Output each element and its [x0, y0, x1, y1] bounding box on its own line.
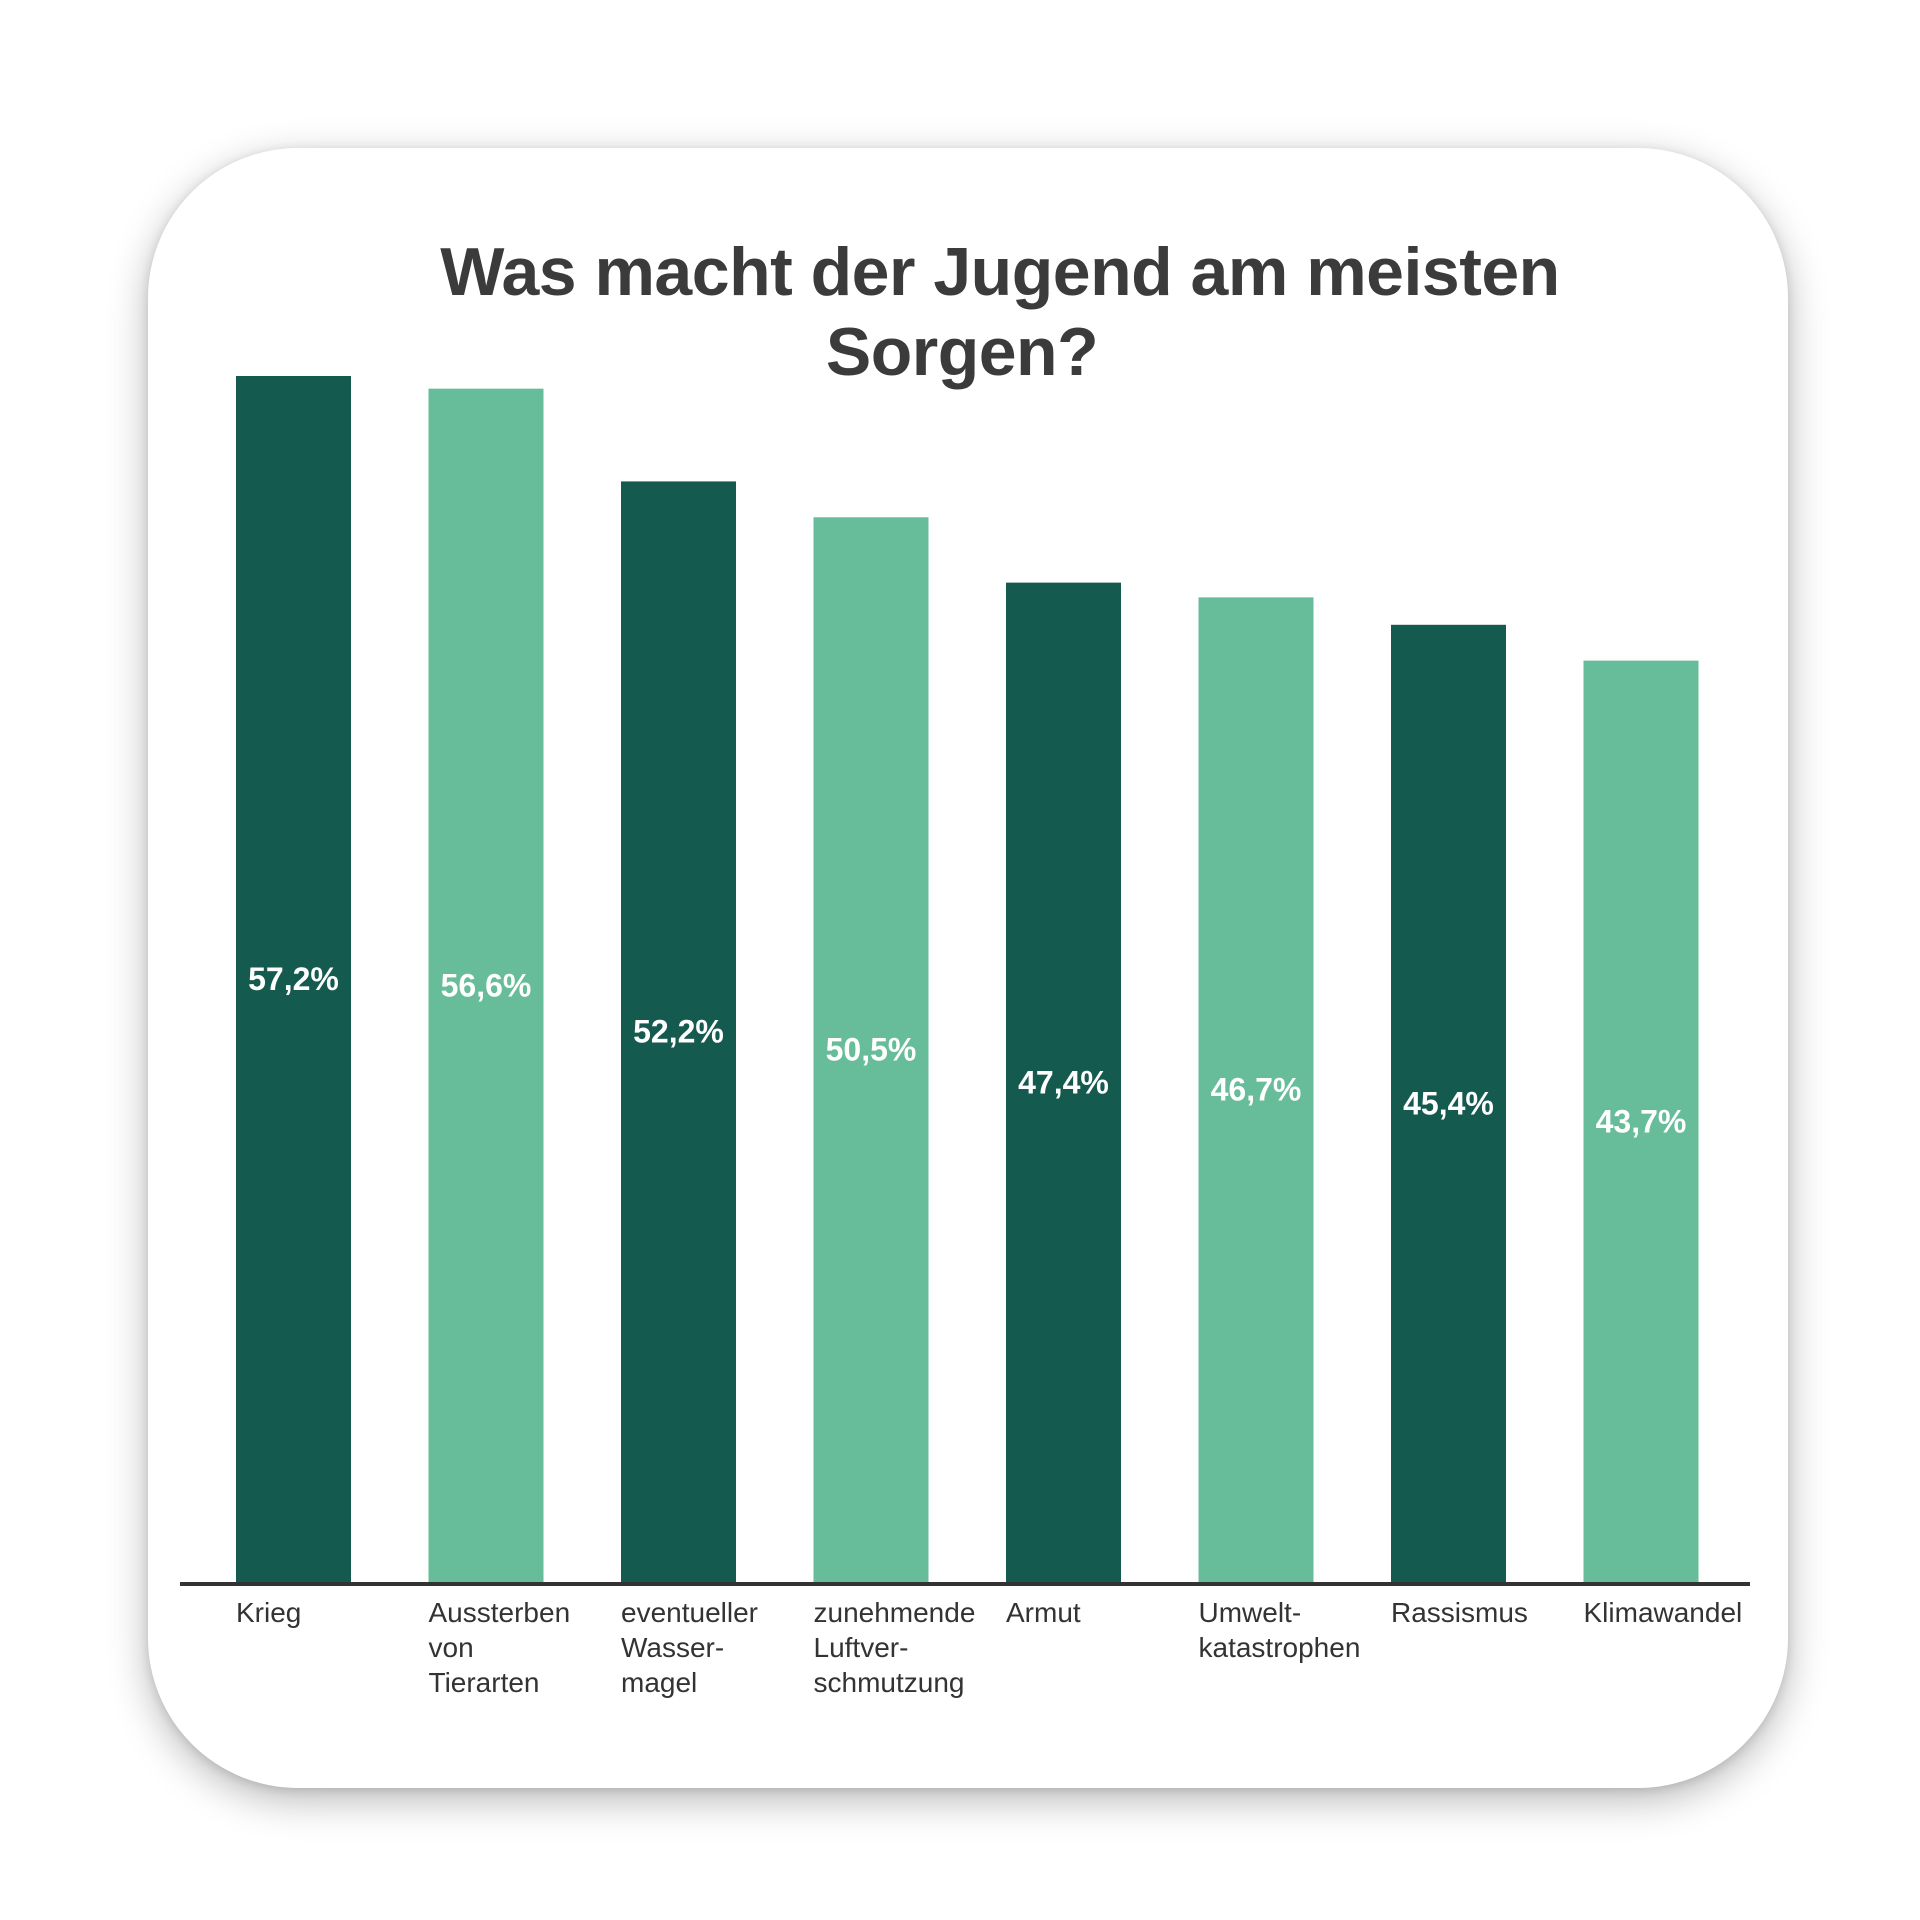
- bar-chart: 57,2% Krieg 56,6% Aussterben von Tierarten 52,…: [180, 376, 1750, 1698]
- bar-4: [813, 517, 929, 1582]
- chart-title: Was macht der Jugend am meisten Sorgen?: [148, 232, 1788, 392]
- bar-2: [428, 388, 544, 1582]
- bar-3: [621, 481, 736, 1583]
- bar-value-label-5: 47,4%: [1018, 1064, 1109, 1100]
- category-label-2-line-1: Aussterben: [429, 1597, 571, 1628]
- category-label-5: Armut: [1006, 1597, 1081, 1628]
- category-label-3-line-3: magel: [621, 1667, 697, 1698]
- category-label-3-line-1: eventueller: [621, 1597, 758, 1628]
- bar-7: [1391, 624, 1506, 1582]
- chart-card: Was macht der Jugend am meisten Sorgen? …: [148, 148, 1788, 1788]
- category-label-6-line-1: Umwelt-: [1199, 1597, 1302, 1628]
- bar-value-label-8: 43,7%: [1596, 1103, 1687, 1139]
- bar-1: [236, 376, 351, 1582]
- category-label-1-line-1: Krieg: [236, 1597, 301, 1628]
- bar-value-label-2: 56,6%: [441, 967, 532, 1003]
- category-label-7: Rassismus: [1391, 1597, 1528, 1628]
- bar-5: [1006, 582, 1121, 1582]
- bar-value-label-7: 45,4%: [1403, 1085, 1494, 1121]
- category-label-4-line-2: Luftver-: [814, 1632, 909, 1663]
- category-label-2: Aussterben von Tierarten: [429, 1597, 571, 1698]
- category-label-4-line-1: zunehmende: [814, 1597, 976, 1628]
- bar-value-label-1: 57,2%: [248, 961, 339, 997]
- chart-title-line-1: Was macht der Jugend am meisten: [440, 234, 1560, 310]
- category-label-8-line-1: Klimawandel: [1584, 1597, 1743, 1628]
- category-label-4: zunehmende Luftver-schmutzung: [814, 1597, 976, 1698]
- bar-6: [1198, 597, 1314, 1582]
- category-label-4-line-3: schmutzung: [814, 1667, 965, 1698]
- chart-title-line-2: Sorgen?: [825, 314, 1099, 390]
- bar-value-label-6: 46,7%: [1211, 1072, 1302, 1108]
- category-label-8: Klimawandel: [1584, 1597, 1743, 1628]
- category-label-6-line-2: katastrophen: [1199, 1632, 1361, 1663]
- category-label-2-line-2: von: [429, 1632, 474, 1663]
- category-label-1: Krieg: [236, 1597, 301, 1628]
- bar-8: [1583, 660, 1699, 1582]
- category-label-7-line-1: Rassismus: [1391, 1597, 1528, 1628]
- bar-value-label-3: 52,2%: [633, 1014, 724, 1050]
- category-label-6: Umwelt-katastrophen: [1199, 1597, 1361, 1663]
- category-label-2-line-3: Tierarten: [429, 1667, 540, 1698]
- category-label-5-line-1: Armut: [1006, 1597, 1081, 1628]
- category-label-3: eventueller Wasser-magel: [621, 1597, 758, 1698]
- category-label-3-line-2: Wasser-: [621, 1632, 724, 1663]
- bar-value-label-4: 50,5%: [826, 1032, 917, 1068]
